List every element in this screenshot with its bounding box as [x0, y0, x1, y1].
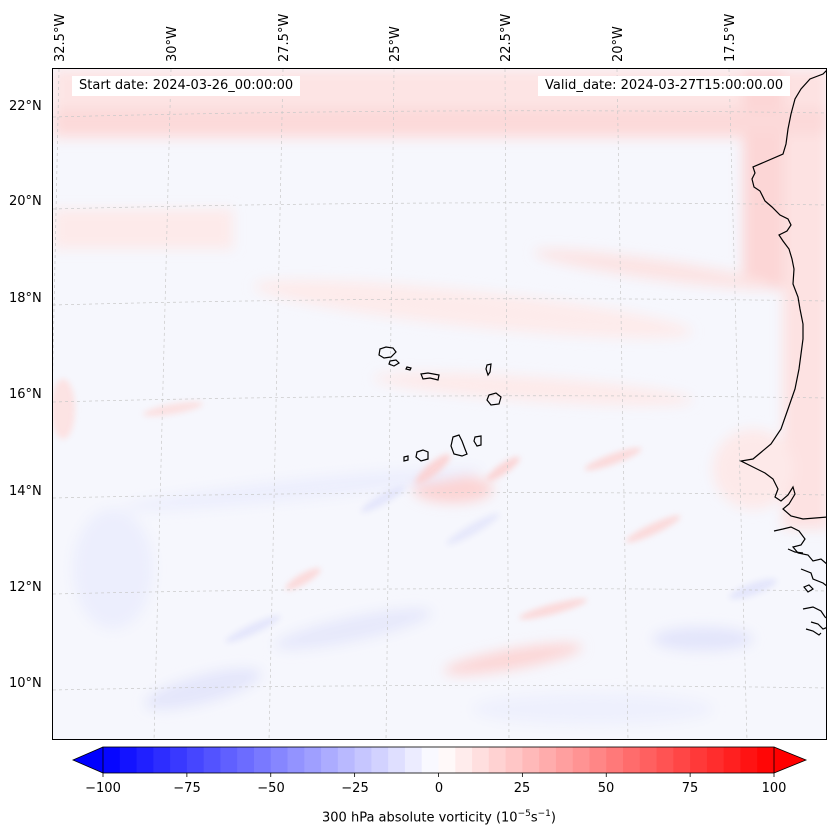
colorbar-outline	[102, 746, 775, 774]
lon-label-32-5w: 32.5°W	[53, 13, 68, 62]
colorbar-cell	[589, 747, 607, 773]
colorbar-cell	[723, 747, 742, 773]
colorbar-cell	[186, 747, 205, 773]
colorbar-cell	[572, 747, 591, 773]
colorbar-cell	[153, 747, 171, 773]
colorbar-cell	[270, 747, 289, 773]
colorbar-cell	[472, 747, 490, 773]
colorbar-cell	[103, 747, 121, 773]
colorbar-cell	[606, 747, 624, 773]
colorbar-cell	[555, 747, 574, 773]
colorbar-cell	[455, 747, 473, 773]
colorbar-cell	[539, 747, 557, 773]
colorbar-cells	[103, 747, 775, 773]
lat-label-22n: 22°N	[9, 99, 42, 114]
colorbar-cell	[119, 747, 138, 773]
colorbar-tick-label: 0	[434, 781, 444, 796]
colorbar-cell	[304, 747, 322, 773]
colorbar-cell	[706, 747, 725, 773]
colorbar-title: 300 hPa absolute vorticity (10−5s−1)	[322, 809, 556, 826]
colorbar-cell	[220, 747, 238, 773]
colorbar-cell	[757, 747, 775, 773]
lat-label-20n: 20°N	[9, 194, 42, 209]
valid-date-label: Valid_date: 2024-03-27T15:00:00.00	[538, 76, 791, 96]
colorbar-cell	[371, 747, 389, 773]
lat-label-18n: 18°N	[9, 291, 42, 306]
colorbar-extend-left	[73, 747, 103, 773]
colorbar-cell	[404, 747, 423, 773]
colorbar-tick-label: 100	[761, 781, 787, 796]
start-date-label: Start date: 2024-03-26_00:00:00	[72, 76, 301, 96]
colorbar-tick-label: −75	[173, 781, 201, 796]
colorbar-extend-right	[774, 747, 806, 773]
colorbar-cell	[253, 747, 272, 773]
colorbar-cell	[740, 747, 758, 773]
lat-label-16n: 16°N	[9, 387, 42, 402]
colorbar-cell	[136, 747, 154, 773]
colorbar-cell	[170, 747, 188, 773]
lat-label-14n: 14°N	[9, 484, 42, 499]
colorbar-cell	[639, 747, 658, 773]
lon-label-30w: 30°W	[165, 26, 180, 62]
colorbar-cell	[656, 747, 674, 773]
colorbar-cell	[438, 747, 456, 773]
lon-label-17-5w: 17.5°W	[723, 13, 738, 62]
colorbar-cell	[321, 747, 339, 773]
colorbar-cell	[623, 747, 641, 773]
cape-verde-islands	[378, 346, 502, 462]
lon-label-22-5w: 22.5°W	[499, 13, 514, 62]
vorticity-shading	[53, 69, 826, 725]
colorbar-cell	[337, 747, 356, 773]
map-panel[interactable]	[52, 68, 827, 740]
colorbar-tick-label: −100	[85, 781, 121, 796]
lat-label-10n: 10°N	[9, 676, 42, 691]
colorbar-tick-label: 50	[597, 781, 615, 796]
colorbar-tick-marks	[102, 773, 775, 777]
colorbar-cell	[388, 747, 406, 773]
colorbar-tick-label: 75	[681, 781, 699, 796]
colorbar-cell	[237, 747, 255, 773]
vorticity-field	[53, 69, 826, 739]
gridlines	[53, 69, 826, 739]
colorbar-cell	[690, 747, 708, 773]
lon-label-25w: 25°W	[388, 26, 403, 62]
colorbar-cell	[673, 747, 691, 773]
lon-label-27-5w: 27.5°W	[277, 13, 292, 62]
colorbar-cell	[505, 747, 523, 773]
lat-label-12n: 12°N	[9, 580, 42, 595]
colorbar-cell	[421, 747, 440, 773]
vorticity-streaks	[53, 379, 777, 643]
colorbar-cell	[354, 747, 373, 773]
colorbar-cell	[287, 747, 305, 773]
lon-label-20w: 20°W	[611, 26, 626, 62]
colorbar-tick-label: −25	[341, 781, 369, 796]
colorbar-tick-label: −50	[257, 781, 285, 796]
colorbar-cell	[522, 747, 540, 773]
colorbar-cell	[203, 747, 222, 773]
colorbar-tick-label: 25	[513, 781, 531, 796]
africa-coastline	[739, 70, 826, 636]
colorbar-cell	[488, 747, 507, 773]
